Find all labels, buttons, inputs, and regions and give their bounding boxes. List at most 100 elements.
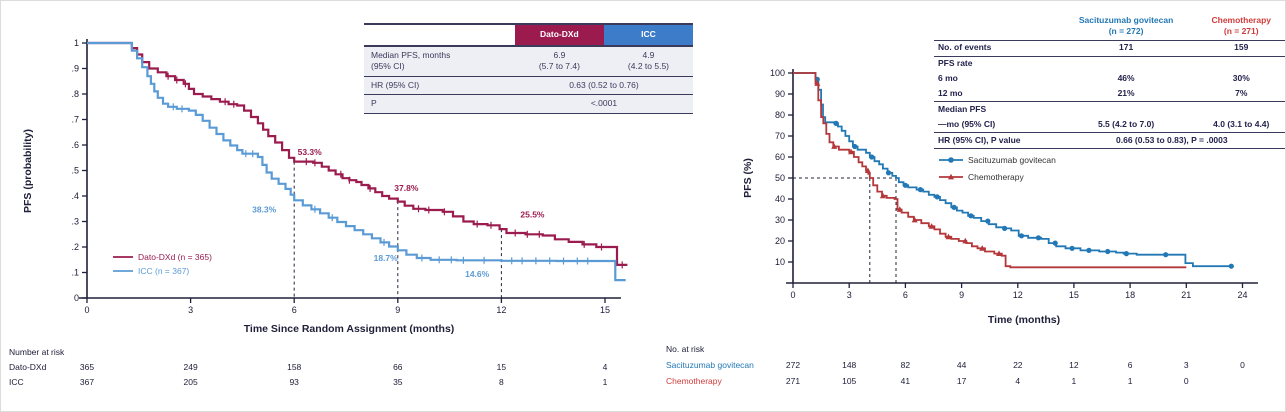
risk-count: 44 bbox=[957, 360, 967, 370]
x-tick-label: 12 bbox=[496, 305, 506, 315]
risk-count: 205 bbox=[184, 377, 198, 387]
y-tick-label: 0 bbox=[74, 293, 79, 303]
y-tick-label: .1 bbox=[71, 268, 79, 278]
left-table-header-row: Dato-DXd ICC bbox=[364, 24, 693, 47]
sacituzumab-govitecan-marker bbox=[885, 170, 892, 176]
chemotherapy-marker bbox=[879, 192, 886, 199]
y-tick-label: 10 bbox=[775, 257, 785, 267]
sacituzumab-govitecan-curve bbox=[793, 72, 1234, 268]
risk-count: 15 bbox=[497, 362, 507, 372]
x-axis-title: Time Since Random Assignment (months) bbox=[244, 323, 455, 335]
hazard-ratio-row: HR (95% CI) 0.63 (0.52 to 0.76) bbox=[364, 76, 693, 95]
events-label: No. of events bbox=[938, 42, 992, 53]
sacituzumab-govitecan-legend-marker bbox=[948, 157, 954, 163]
hr-pvalue-row: HR (95% CI), P value 0.66 (0.53 to 0.83)… bbox=[934, 133, 1285, 149]
dato-dxd-n-365-curve bbox=[87, 41, 628, 266]
risk-count: 1 bbox=[1128, 376, 1133, 386]
median-pfs-spacer2 bbox=[1196, 102, 1286, 117]
pfs-rate-annotation: 25.5% bbox=[520, 210, 545, 220]
pfs-6mo-chemo-value: 30% bbox=[1232, 73, 1250, 84]
x-tick-label: 3 bbox=[188, 305, 193, 315]
x-tick-label: 15 bbox=[1069, 290, 1079, 300]
pfs-12mo-label: 12 mo bbox=[938, 87, 963, 98]
risk-count: 105 bbox=[842, 376, 856, 386]
icc-risk-row-label: ICC bbox=[9, 377, 24, 387]
hazard-ratio-label: HR (95% CI) bbox=[371, 79, 420, 90]
y-tick-label: 30 bbox=[775, 215, 785, 225]
chemotherapy-legend-marker bbox=[948, 173, 954, 180]
dato-dxd-risk-row-label: Dato-DXd bbox=[9, 362, 47, 372]
risk-count: 6 bbox=[1128, 360, 1133, 370]
median-pfs-sg-value: 5.5 (4.2 to 7.0) bbox=[1097, 118, 1155, 129]
median-pfs-icc-value: 4.9 (4.2 to 5.5) bbox=[604, 46, 693, 76]
icc-column-header: ICC bbox=[603, 24, 693, 47]
y-tick-label: .9 bbox=[71, 64, 79, 74]
hr-pvalue-label: HR (95% CI), P value bbox=[938, 134, 1021, 145]
sacituzumab-govitecan-marker bbox=[852, 143, 858, 150]
sacituzumab-govitecan-marker bbox=[934, 194, 940, 200]
x-tick-label: 3 bbox=[847, 290, 852, 300]
pfs-rate-row: PFS rate bbox=[934, 56, 1285, 71]
chemotherapy-header-n: (n = 271) bbox=[1223, 26, 1259, 37]
chemotherapy-marker bbox=[896, 206, 903, 212]
sacituzumab-govitecan-marker bbox=[869, 154, 875, 160]
right-stats-table: Sacituzumab govitecan (n = 272) Chemothe… bbox=[934, 13, 1286, 149]
median-pfs-value-row: —mo (95% CI) 5.5 (4.2 to 7.0) 4.0 (3.1 t… bbox=[934, 117, 1285, 133]
risk-count: 365 bbox=[80, 362, 94, 372]
chemotherapy-marker bbox=[962, 237, 969, 244]
risk-count: 158 bbox=[287, 362, 301, 372]
pfs-6mo-row: 6 mo 46% 30% bbox=[934, 72, 1285, 87]
median-pfs-icc-ci: (4.2 to 5.5) bbox=[627, 61, 670, 72]
y-tick-label: 100 bbox=[770, 68, 785, 78]
y-tick-label: .6 bbox=[71, 140, 79, 150]
chemotherapy-marker bbox=[996, 250, 1002, 256]
right-table-header-row: Sacituzumab govitecan (n = 272) Chemothe… bbox=[934, 13, 1285, 41]
median-pfs-row: Median PFS, months (95% CI) 6.9 (5.7 to … bbox=[364, 46, 693, 77]
y-axis-title: PFS (%) bbox=[742, 158, 754, 198]
risk-count: 12 bbox=[1069, 360, 1079, 370]
median-pfs-dato-ci: (5.7 to 7.4) bbox=[538, 61, 580, 72]
sacituzumab-govitecan-marker bbox=[902, 182, 908, 188]
sacituzumab-govitecan-marker bbox=[985, 218, 991, 224]
x-tick-label: 6 bbox=[903, 290, 908, 300]
chemotherapy-curve bbox=[793, 72, 1187, 269]
y-tick-label: .2 bbox=[71, 242, 79, 252]
left-km-chart: 1 .9 .8 .7 .6 .5 .4 .3 .2 .1 00 3 6 9 12 15 Time Since R… bbox=[9, 38, 628, 387]
y-tick-label: .8 bbox=[71, 89, 79, 99]
right-km-panel: 100 90 80 70 60 50 40 30 20 10 0 3 6 9 12 15 18 21 24 Time … bbox=[656, 1, 1286, 411]
pfs-rate-annotation: 37.8% bbox=[394, 183, 419, 193]
chemotherapy-marker bbox=[928, 223, 935, 229]
pfs-rate-annotation: 18.7% bbox=[374, 253, 399, 263]
sacituzumab-govitecan-legend-label: Sacituzumab govitecan bbox=[968, 155, 1056, 165]
x-axis-title: Time (months) bbox=[988, 314, 1060, 326]
y-axis-title: PFS (probability) bbox=[22, 129, 34, 213]
sacituzumab-govitecan-marker bbox=[1002, 225, 1008, 231]
median-pfs-label-line2: (95% CI) bbox=[371, 61, 405, 72]
sacituzumab-govitecan-marker bbox=[968, 213, 974, 219]
y-tick-label: 60 bbox=[775, 152, 785, 162]
y-tick-label: 70 bbox=[775, 131, 785, 141]
median-pfs-spacer1 bbox=[1057, 102, 1196, 117]
median-pfs-title-row: Median PFS bbox=[934, 102, 1286, 117]
sacituzumab-govitecan-marker bbox=[1105, 248, 1111, 255]
y-tick-label: .4 bbox=[71, 191, 79, 201]
dato-dxd-column-header: Dato-DXd bbox=[514, 24, 604, 47]
chemotherapy-risk-row-label: Chemotherapy bbox=[666, 376, 723, 386]
sacituzumab-govitecan-marker bbox=[917, 187, 923, 193]
p-value-row: P <.0001 bbox=[364, 94, 693, 114]
risk-count: 8 bbox=[499, 377, 504, 387]
pfs-rate-spacer1 bbox=[1057, 56, 1196, 71]
risk-count: 82 bbox=[901, 360, 911, 370]
y-tick-label: 40 bbox=[775, 194, 785, 204]
risk-count: 4 bbox=[603, 362, 608, 372]
p-value-label: P bbox=[371, 98, 377, 109]
hr-pvalue-value: 0.66 (0.53 to 0.83), P = .0003 bbox=[1116, 134, 1228, 145]
sacituzumab-govitecan-marker bbox=[833, 120, 839, 126]
x-tick-label: 18 bbox=[1125, 290, 1135, 300]
risk-count: 249 bbox=[184, 362, 198, 372]
y-tick-label: 80 bbox=[775, 110, 785, 120]
p-value: <.0001 bbox=[590, 98, 618, 109]
sacituzumab-govitecan-marker bbox=[1035, 235, 1041, 241]
risk-count: 41 bbox=[901, 376, 911, 386]
